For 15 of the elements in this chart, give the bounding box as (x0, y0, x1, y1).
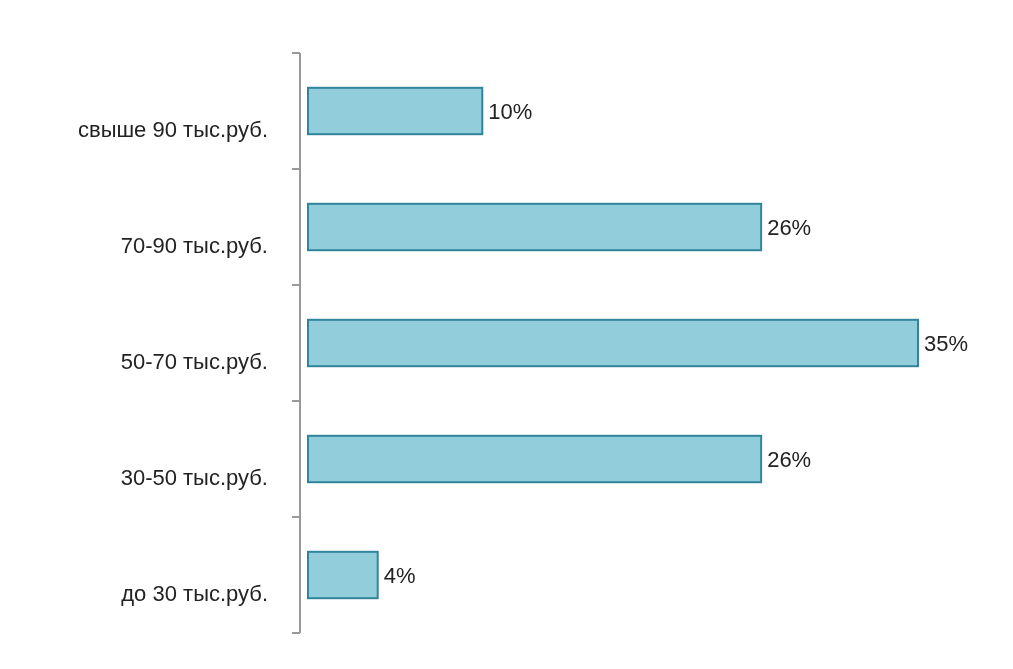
bar (307, 86, 484, 136)
bar (307, 550, 379, 600)
data-label: 10% (488, 98, 533, 124)
data-label: 4% (383, 562, 416, 588)
bar (307, 202, 763, 252)
y-tick-label: до 30 тыс.руб. (121, 580, 268, 606)
data-label: 35% (924, 330, 969, 356)
bar (307, 434, 763, 484)
data-label: 26% (767, 446, 812, 472)
y-tick-label: 30-50 тыс.руб. (120, 464, 268, 490)
y-tick-label: 70-90 тыс.руб. (120, 232, 268, 258)
data-label: 26% (767, 214, 812, 240)
y-tick-label: свыше 90 тыс.руб. (77, 116, 268, 142)
y-tick-label: 50-70 тыс.руб. (120, 348, 268, 374)
bar (307, 318, 919, 368)
